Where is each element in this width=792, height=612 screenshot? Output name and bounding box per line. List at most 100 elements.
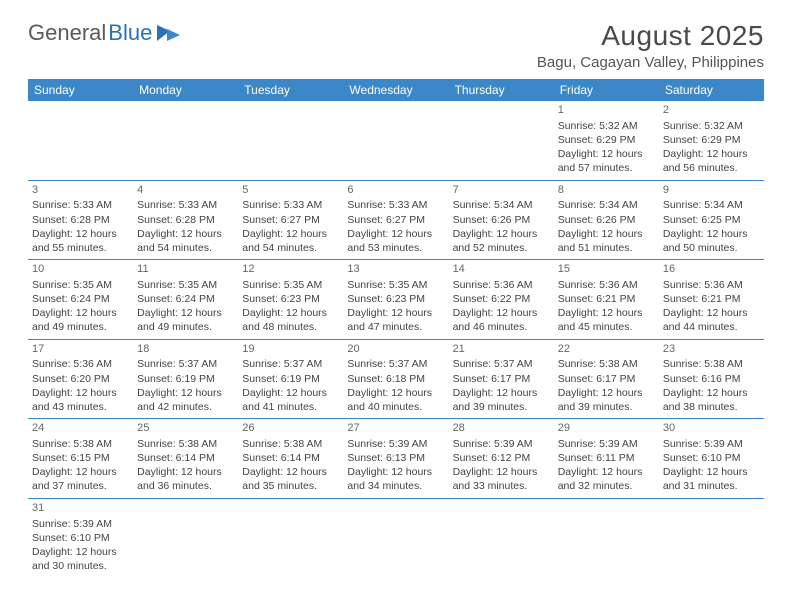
day-number: 24 bbox=[32, 421, 129, 436]
sunset-line: Sunset: 6:24 PM bbox=[137, 292, 234, 306]
sunset-line: Sunset: 6:27 PM bbox=[347, 213, 444, 227]
calendar-day-cell: 14Sunrise: 5:36 AMSunset: 6:22 PMDayligh… bbox=[449, 260, 554, 340]
sunset-line: Sunset: 6:17 PM bbox=[453, 372, 550, 386]
daylight-line: Daylight: 12 hours and 45 minutes. bbox=[558, 306, 655, 334]
sunset-line: Sunset: 6:11 PM bbox=[558, 451, 655, 465]
calendar-day-cell: 26Sunrise: 5:38 AMSunset: 6:14 PMDayligh… bbox=[238, 419, 343, 499]
day-number: 14 bbox=[453, 262, 550, 277]
sunset-line: Sunset: 6:28 PM bbox=[32, 213, 129, 227]
weekday-header: Wednesday bbox=[343, 79, 448, 101]
day-number: 15 bbox=[558, 262, 655, 277]
calendar-day-cell: 11Sunrise: 5:35 AMSunset: 6:24 PMDayligh… bbox=[133, 260, 238, 340]
calendar-week-row: 10Sunrise: 5:35 AMSunset: 6:24 PMDayligh… bbox=[28, 260, 764, 340]
calendar-day-cell: 27Sunrise: 5:39 AMSunset: 6:13 PMDayligh… bbox=[343, 419, 448, 499]
sunrise-line: Sunrise: 5:35 AM bbox=[242, 278, 339, 292]
daylight-line: Daylight: 12 hours and 47 minutes. bbox=[347, 306, 444, 334]
calendar-week-row: 3Sunrise: 5:33 AMSunset: 6:28 PMDaylight… bbox=[28, 180, 764, 260]
calendar-day-cell bbox=[659, 498, 764, 577]
day-number: 20 bbox=[347, 342, 444, 357]
calendar-day-cell: 10Sunrise: 5:35 AMSunset: 6:24 PMDayligh… bbox=[28, 260, 133, 340]
sunrise-line: Sunrise: 5:38 AM bbox=[242, 437, 339, 451]
calendar-day-cell: 12Sunrise: 5:35 AMSunset: 6:23 PMDayligh… bbox=[238, 260, 343, 340]
daylight-line: Daylight: 12 hours and 54 minutes. bbox=[137, 227, 234, 255]
sunrise-line: Sunrise: 5:37 AM bbox=[137, 357, 234, 371]
calendar-day-cell bbox=[449, 101, 554, 180]
day-number: 22 bbox=[558, 342, 655, 357]
calendar-day-cell bbox=[238, 101, 343, 180]
sunrise-line: Sunrise: 5:38 AM bbox=[558, 357, 655, 371]
daylight-line: Daylight: 12 hours and 44 minutes. bbox=[663, 306, 760, 334]
sunrise-line: Sunrise: 5:36 AM bbox=[663, 278, 760, 292]
sunrise-line: Sunrise: 5:39 AM bbox=[558, 437, 655, 451]
sunrise-line: Sunrise: 5:36 AM bbox=[32, 357, 129, 371]
daylight-line: Daylight: 12 hours and 39 minutes. bbox=[558, 386, 655, 414]
daylight-line: Daylight: 12 hours and 42 minutes. bbox=[137, 386, 234, 414]
day-number: 1 bbox=[558, 103, 655, 118]
daylight-line: Daylight: 12 hours and 36 minutes. bbox=[137, 465, 234, 493]
calendar-day-cell: 23Sunrise: 5:38 AMSunset: 6:16 PMDayligh… bbox=[659, 339, 764, 419]
sunset-line: Sunset: 6:21 PM bbox=[663, 292, 760, 306]
daylight-line: Daylight: 12 hours and 48 minutes. bbox=[242, 306, 339, 334]
calendar-week-row: 31Sunrise: 5:39 AMSunset: 6:10 PMDayligh… bbox=[28, 498, 764, 577]
day-number: 18 bbox=[137, 342, 234, 357]
sunset-line: Sunset: 6:12 PM bbox=[453, 451, 550, 465]
logo: GeneralBlue bbox=[28, 20, 182, 46]
sunset-line: Sunset: 6:18 PM bbox=[347, 372, 444, 386]
weekday-header: Sunday bbox=[28, 79, 133, 101]
calendar-day-cell: 17Sunrise: 5:36 AMSunset: 6:20 PMDayligh… bbox=[28, 339, 133, 419]
sunset-line: Sunset: 6:24 PM bbox=[32, 292, 129, 306]
sunset-line: Sunset: 6:19 PM bbox=[137, 372, 234, 386]
calendar-body: 1Sunrise: 5:32 AMSunset: 6:29 PMDaylight… bbox=[28, 101, 764, 577]
sunrise-line: Sunrise: 5:33 AM bbox=[242, 198, 339, 212]
day-number: 12 bbox=[242, 262, 339, 277]
sunrise-line: Sunrise: 5:37 AM bbox=[453, 357, 550, 371]
day-number: 28 bbox=[453, 421, 550, 436]
daylight-line: Daylight: 12 hours and 40 minutes. bbox=[347, 386, 444, 414]
sunset-line: Sunset: 6:16 PM bbox=[663, 372, 760, 386]
sunset-line: Sunset: 6:19 PM bbox=[242, 372, 339, 386]
calendar-day-cell: 15Sunrise: 5:36 AMSunset: 6:21 PMDayligh… bbox=[554, 260, 659, 340]
logo-text-1: General bbox=[28, 20, 106, 46]
daylight-line: Daylight: 12 hours and 34 minutes. bbox=[347, 465, 444, 493]
daylight-line: Daylight: 12 hours and 51 minutes. bbox=[558, 227, 655, 255]
daylight-line: Daylight: 12 hours and 49 minutes. bbox=[32, 306, 129, 334]
calendar-day-cell: 30Sunrise: 5:39 AMSunset: 6:10 PMDayligh… bbox=[659, 419, 764, 499]
day-number: 30 bbox=[663, 421, 760, 436]
calendar-day-cell: 16Sunrise: 5:36 AMSunset: 6:21 PMDayligh… bbox=[659, 260, 764, 340]
daylight-line: Daylight: 12 hours and 33 minutes. bbox=[453, 465, 550, 493]
calendar-day-cell bbox=[449, 498, 554, 577]
sunrise-line: Sunrise: 5:38 AM bbox=[663, 357, 760, 371]
day-number: 26 bbox=[242, 421, 339, 436]
daylight-line: Daylight: 12 hours and 32 minutes. bbox=[558, 465, 655, 493]
sunrise-line: Sunrise: 5:39 AM bbox=[347, 437, 444, 451]
weekday-header: Saturday bbox=[659, 79, 764, 101]
month-title: August 2025 bbox=[537, 20, 764, 52]
day-number: 31 bbox=[32, 501, 129, 516]
sunset-line: Sunset: 6:23 PM bbox=[242, 292, 339, 306]
calendar-day-cell: 3Sunrise: 5:33 AMSunset: 6:28 PMDaylight… bbox=[28, 180, 133, 260]
calendar-day-cell: 21Sunrise: 5:37 AMSunset: 6:17 PMDayligh… bbox=[449, 339, 554, 419]
calendar-day-cell: 25Sunrise: 5:38 AMSunset: 6:14 PMDayligh… bbox=[133, 419, 238, 499]
daylight-line: Daylight: 12 hours and 37 minutes. bbox=[32, 465, 129, 493]
logo-flag-icon bbox=[156, 24, 182, 42]
sunset-line: Sunset: 6:10 PM bbox=[663, 451, 760, 465]
calendar-day-cell bbox=[28, 101, 133, 180]
calendar-day-cell: 28Sunrise: 5:39 AMSunset: 6:12 PMDayligh… bbox=[449, 419, 554, 499]
weekday-header: Monday bbox=[133, 79, 238, 101]
calendar-day-cell: 29Sunrise: 5:39 AMSunset: 6:11 PMDayligh… bbox=[554, 419, 659, 499]
calendar-day-cell: 5Sunrise: 5:33 AMSunset: 6:27 PMDaylight… bbox=[238, 180, 343, 260]
sunset-line: Sunset: 6:29 PM bbox=[663, 133, 760, 147]
calendar-day-cell: 13Sunrise: 5:35 AMSunset: 6:23 PMDayligh… bbox=[343, 260, 448, 340]
daylight-line: Daylight: 12 hours and 30 minutes. bbox=[32, 545, 129, 573]
sunset-line: Sunset: 6:13 PM bbox=[347, 451, 444, 465]
sunset-line: Sunset: 6:15 PM bbox=[32, 451, 129, 465]
sunset-line: Sunset: 6:29 PM bbox=[558, 133, 655, 147]
day-number: 17 bbox=[32, 342, 129, 357]
daylight-line: Daylight: 12 hours and 31 minutes. bbox=[663, 465, 760, 493]
daylight-line: Daylight: 12 hours and 41 minutes. bbox=[242, 386, 339, 414]
location: Bagu, Cagayan Valley, Philippines bbox=[537, 54, 764, 71]
calendar-week-row: 24Sunrise: 5:38 AMSunset: 6:15 PMDayligh… bbox=[28, 419, 764, 499]
sunrise-line: Sunrise: 5:39 AM bbox=[663, 437, 760, 451]
sunrise-line: Sunrise: 5:36 AM bbox=[558, 278, 655, 292]
sunrise-line: Sunrise: 5:38 AM bbox=[137, 437, 234, 451]
